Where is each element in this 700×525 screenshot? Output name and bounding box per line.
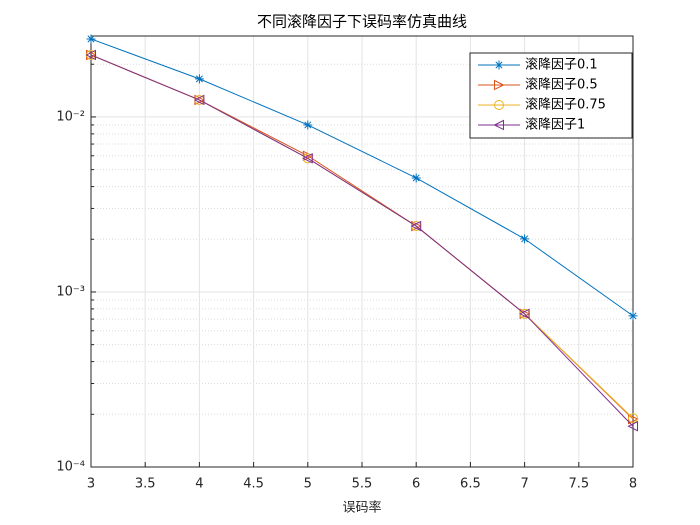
marker <box>628 311 638 321</box>
marker <box>194 74 204 84</box>
legend-label: 滚降因子1 <box>525 117 585 133</box>
y-tick-label: 10⁻⁴ <box>56 460 85 475</box>
marker <box>411 173 421 183</box>
y-tick-label: 10⁻³ <box>56 284 85 299</box>
marker <box>627 420 638 432</box>
marker <box>520 234 530 244</box>
marker <box>493 119 504 131</box>
chart-title: 不同滚降因子下误码率仿真曲线 <box>257 13 467 31</box>
marker <box>494 79 505 91</box>
x-tick-label: 3.5 <box>135 477 156 492</box>
line <box>90 38 634 317</box>
marker <box>193 94 205 106</box>
x-tick-label: 7.5 <box>568 477 589 492</box>
x-tick-label: 4 <box>195 477 203 492</box>
marker <box>85 49 96 61</box>
legend-label: 滚降因子0.5 <box>525 77 598 93</box>
legend-label: 滚降因子0.75 <box>525 97 606 113</box>
marker <box>494 60 504 70</box>
x-tick-label: 8 <box>629 477 637 492</box>
x-tick-label: 5 <box>304 477 312 492</box>
marker <box>302 153 313 164</box>
legend-label: 滚降因子0.1 <box>525 57 598 73</box>
x-tick-label: 6.5 <box>460 477 481 492</box>
x-tick-label: 4.5 <box>243 477 264 492</box>
marker <box>494 100 504 110</box>
marker <box>86 34 96 44</box>
line <box>90 54 634 427</box>
y-tick-label: 10⁻² <box>56 109 85 124</box>
x-axis-label: 误码率 <box>342 500 381 516</box>
marker <box>303 120 313 130</box>
marker <box>518 308 530 320</box>
legend: 滚降因子0.1 滚降因子0.5 滚降因子0.75 滚降因子1 <box>469 52 633 139</box>
marker <box>410 220 422 232</box>
x-tick-label: 6 <box>412 477 420 492</box>
x-tick-label: 7 <box>520 477 528 492</box>
plot-frame <box>90 35 634 468</box>
x-tick-label: 5.5 <box>352 477 373 492</box>
marker <box>628 413 638 424</box>
x-tick-label: 3 <box>87 477 95 492</box>
